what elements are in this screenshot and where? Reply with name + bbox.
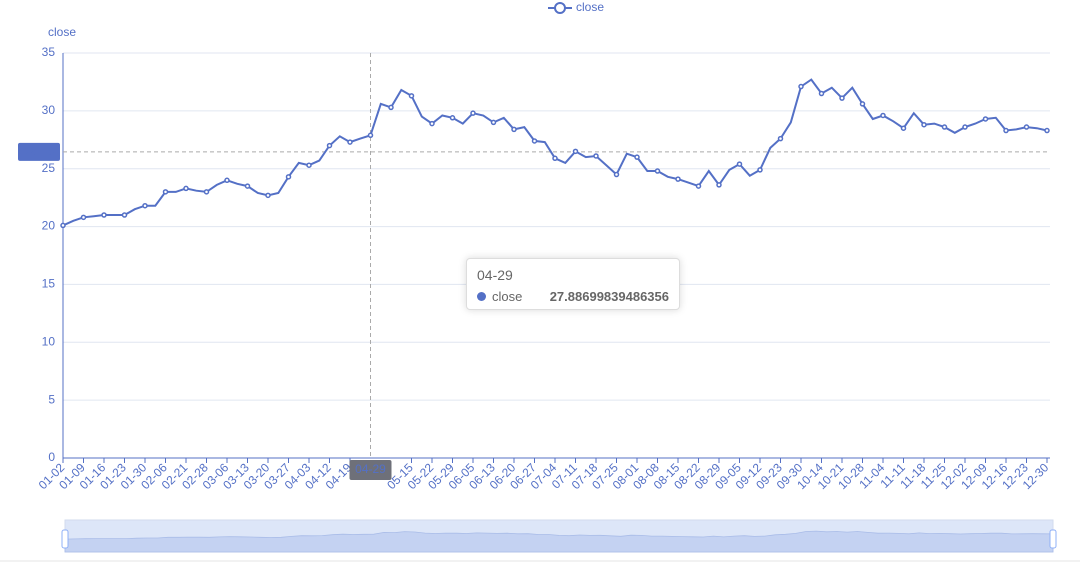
tooltip-marker bbox=[477, 292, 486, 301]
point bbox=[449, 115, 456, 121]
point bbox=[101, 212, 107, 218]
point bbox=[490, 119, 497, 126]
point bbox=[511, 126, 517, 133]
point bbox=[203, 189, 210, 195]
tooltip-category: 04-29 bbox=[477, 267, 513, 283]
point bbox=[921, 121, 927, 128]
point bbox=[634, 154, 640, 160]
point bbox=[388, 104, 394, 111]
point bbox=[798, 83, 804, 90]
point bbox=[121, 212, 128, 218]
point bbox=[347, 139, 353, 145]
point bbox=[285, 174, 292, 180]
y-axis-title: close bbox=[48, 25, 76, 39]
y-tick-label: 35 bbox=[42, 45, 56, 59]
tooltip-row: close 27.88699839486356 bbox=[477, 289, 669, 304]
point bbox=[470, 110, 476, 116]
point bbox=[695, 183, 702, 189]
point bbox=[1023, 124, 1030, 130]
zoom-handle[interactable] bbox=[61, 529, 69, 549]
y-tick-label: 0 bbox=[48, 450, 55, 464]
point bbox=[757, 167, 763, 173]
point bbox=[736, 161, 743, 167]
point bbox=[962, 124, 968, 130]
point bbox=[183, 185, 189, 192]
point bbox=[306, 162, 312, 168]
point bbox=[859, 101, 866, 107]
point bbox=[244, 183, 251, 189]
axis-pointer-label: 04-29 bbox=[355, 462, 386, 476]
point bbox=[941, 124, 948, 130]
point bbox=[142, 202, 148, 209]
y-tick-label: 10 bbox=[42, 334, 56, 348]
point bbox=[777, 135, 784, 142]
point bbox=[716, 182, 722, 188]
tooltip: 04-29 close 27.88699839486356 bbox=[466, 258, 680, 310]
y-tick-label: 20 bbox=[42, 219, 56, 233]
point bbox=[818, 90, 825, 97]
y-tick-label: 15 bbox=[42, 277, 56, 291]
axis-pointer-badge bbox=[349, 460, 392, 480]
point bbox=[839, 95, 845, 101]
zoom-handle[interactable] bbox=[1049, 529, 1057, 549]
point bbox=[224, 177, 230, 184]
point bbox=[162, 189, 169, 195]
point bbox=[880, 112, 886, 119]
point bbox=[593, 153, 599, 159]
point bbox=[326, 142, 333, 149]
point bbox=[982, 116, 989, 122]
point bbox=[572, 148, 579, 155]
axis-pointer-badge bbox=[18, 142, 60, 161]
axis-pointer-label: 26.46 bbox=[24, 144, 54, 158]
point bbox=[531, 138, 538, 144]
y-tick-label: 30 bbox=[42, 103, 56, 117]
zoom-preview-area bbox=[64, 530, 1054, 553]
point bbox=[367, 132, 374, 139]
point bbox=[265, 192, 271, 199]
tooltip-series: close bbox=[492, 289, 523, 304]
legend-symbol bbox=[554, 2, 566, 14]
point bbox=[80, 214, 87, 221]
point bbox=[60, 222, 66, 229]
line bbox=[62, 78, 1048, 227]
point bbox=[552, 155, 558, 162]
point bbox=[613, 171, 620, 178]
point bbox=[654, 168, 661, 174]
point bbox=[429, 120, 435, 127]
tooltip-value: 27.88699839486356 bbox=[549, 289, 669, 304]
legend-label: close bbox=[576, 0, 604, 14]
y-tick-label: 5 bbox=[48, 392, 55, 406]
point bbox=[1003, 127, 1009, 134]
y-tick-label: 25 bbox=[42, 161, 56, 175]
point bbox=[900, 125, 907, 131]
point bbox=[675, 176, 681, 182]
point bbox=[408, 93, 415, 99]
point bbox=[1044, 127, 1050, 134]
